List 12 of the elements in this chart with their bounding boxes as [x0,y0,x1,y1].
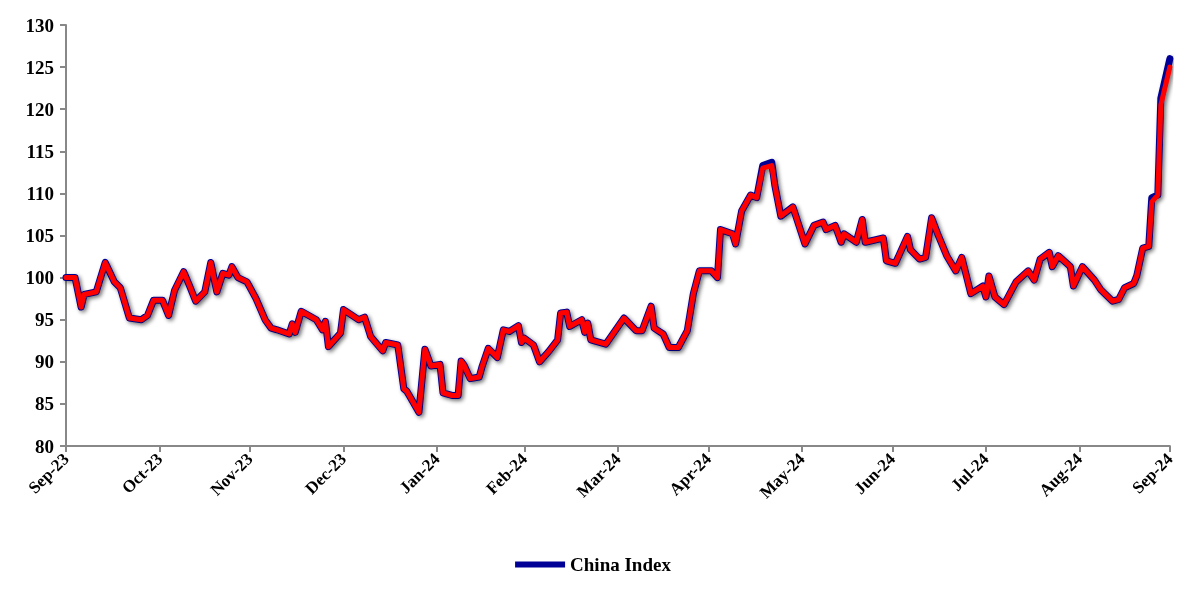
y-tick-label: 80 [35,435,54,457]
y-tick-label: 90 [35,351,54,373]
y-tick-label: 110 [26,182,54,204]
y-tick-label: 85 [35,393,54,415]
y-tick-label: 115 [26,140,54,162]
y-tick-label: 95 [35,309,54,331]
y-tick-label: 105 [25,225,54,246]
y-tick-label: 130 [25,14,54,36]
legend-label: China Index [570,554,672,575]
y-tick-label: 100 [25,267,54,289]
y-tick-label: 125 [25,56,54,78]
y-tick-label: 120 [25,98,54,120]
